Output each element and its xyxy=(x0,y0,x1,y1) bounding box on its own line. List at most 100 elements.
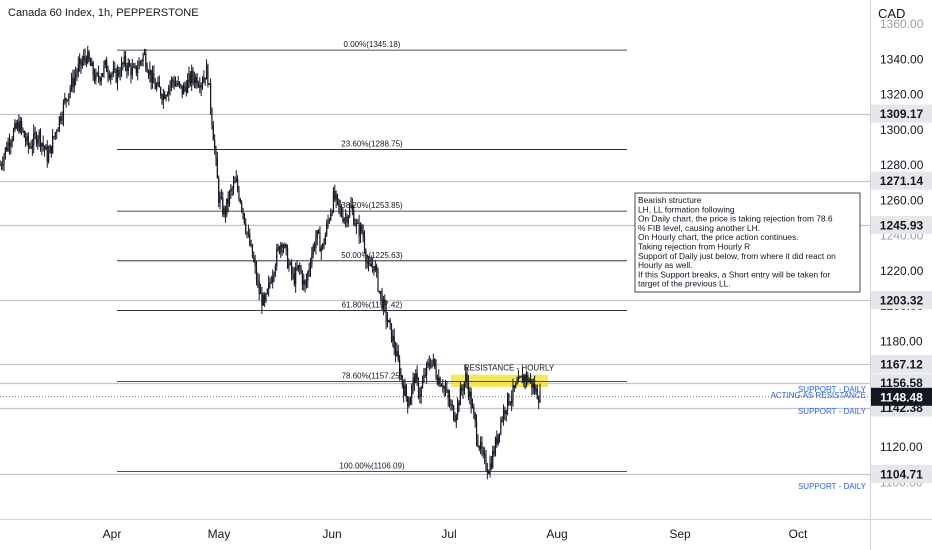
candle-body[interactable] xyxy=(65,98,67,100)
candle-body[interactable] xyxy=(339,206,341,209)
candle-body[interactable] xyxy=(174,84,177,86)
candle-body[interactable] xyxy=(60,116,62,121)
candle-body[interactable] xyxy=(280,244,282,253)
candle-body[interactable] xyxy=(424,374,426,376)
candle-body[interactable] xyxy=(54,132,56,137)
candle-body[interactable] xyxy=(505,410,507,414)
candle-body[interactable] xyxy=(482,451,484,454)
candle-body[interactable] xyxy=(251,244,254,258)
candle-body[interactable] xyxy=(478,446,480,449)
candle-body[interactable] xyxy=(30,146,32,149)
candle-body[interactable] xyxy=(164,93,166,99)
candle-body[interactable] xyxy=(281,244,283,248)
candle-body[interactable] xyxy=(458,401,460,406)
candle-body[interactable] xyxy=(469,391,471,397)
candle-body[interactable] xyxy=(512,385,514,399)
candle-body[interactable] xyxy=(166,94,168,96)
candle-body[interactable] xyxy=(297,265,299,270)
candle-body[interactable] xyxy=(69,88,71,94)
candle-body[interactable] xyxy=(516,382,518,384)
candle-body[interactable] xyxy=(296,268,298,270)
candle-body[interactable] xyxy=(385,305,387,321)
candle-body[interactable] xyxy=(438,377,440,385)
candle-body[interactable] xyxy=(369,263,371,265)
candle-body[interactable] xyxy=(189,73,191,84)
candle-body[interactable] xyxy=(35,134,38,144)
candle-body[interactable] xyxy=(324,234,326,245)
candle-body[interactable] xyxy=(266,289,268,294)
candle-body[interactable] xyxy=(435,366,437,378)
candle-body[interactable] xyxy=(83,56,85,62)
candle-body[interactable] xyxy=(513,385,515,388)
candle-body[interactable] xyxy=(365,250,367,262)
candle-body[interactable] xyxy=(534,383,536,392)
candle-body[interactable] xyxy=(138,61,140,69)
candle-body[interactable] xyxy=(413,377,416,383)
candle-body[interactable] xyxy=(536,388,538,400)
candle-body[interactable] xyxy=(480,442,482,449)
candle-body[interactable] xyxy=(525,374,528,382)
candle-body[interactable] xyxy=(70,77,73,89)
candle-body[interactable] xyxy=(53,136,55,138)
note-box[interactable] xyxy=(634,192,861,293)
candle-body[interactable] xyxy=(10,142,12,147)
candle-body[interactable] xyxy=(156,85,158,89)
candle-body[interactable] xyxy=(145,53,147,68)
candle-body[interactable] xyxy=(428,362,430,367)
candle-body[interactable] xyxy=(196,76,198,86)
candle-body[interactable] xyxy=(359,225,362,237)
candle-body[interactable] xyxy=(56,131,58,133)
candle-body[interactable] xyxy=(161,95,163,101)
candle-body[interactable] xyxy=(261,292,263,306)
candle-body[interactable] xyxy=(87,51,89,64)
candle-body[interactable] xyxy=(57,128,59,132)
candle-body[interactable] xyxy=(498,433,501,435)
candle-body[interactable] xyxy=(446,390,448,391)
candle-body[interactable] xyxy=(169,84,171,88)
candle-body[interactable] xyxy=(158,81,160,88)
candle-body[interactable] xyxy=(207,65,209,85)
y-axis[interactable]: 1100.001120.001140.001180.001200.001220.… xyxy=(880,17,924,489)
candle-body[interactable] xyxy=(463,382,465,391)
candle-body[interactable] xyxy=(184,85,186,88)
candle-body[interactable] xyxy=(330,213,332,220)
candle-body[interactable] xyxy=(401,375,403,385)
candle-body[interactable] xyxy=(496,438,498,445)
candle-body[interactable] xyxy=(187,79,189,93)
candle-body[interactable] xyxy=(85,58,87,64)
candle-body[interactable] xyxy=(210,83,212,110)
candle-body[interactable] xyxy=(309,264,312,269)
candle-body[interactable] xyxy=(103,64,105,74)
candle-body[interactable] xyxy=(273,273,275,277)
candle-body[interactable] xyxy=(270,282,272,284)
candle-body[interactable] xyxy=(408,405,410,407)
candle-body[interactable] xyxy=(84,56,86,59)
candle-body[interactable] xyxy=(421,381,424,388)
candle-body[interactable] xyxy=(538,399,540,403)
candle-body[interactable] xyxy=(0,165,2,166)
candle-body[interactable] xyxy=(307,272,309,281)
candle-body[interactable] xyxy=(349,207,351,217)
candle-body[interactable] xyxy=(447,390,449,399)
candle-body[interactable] xyxy=(457,401,459,416)
candle-body[interactable] xyxy=(343,218,345,222)
candle-body[interactable] xyxy=(357,223,359,224)
candle-body[interactable] xyxy=(274,266,276,274)
candle-body[interactable] xyxy=(477,439,479,447)
candle-body[interactable] xyxy=(292,273,294,275)
candle-body[interactable] xyxy=(254,261,256,267)
candle-body[interactable] xyxy=(126,66,128,72)
candle-body[interactable] xyxy=(442,386,444,389)
candle-body[interactable] xyxy=(223,208,225,215)
candle-body[interactable] xyxy=(218,178,220,203)
candle-body[interactable] xyxy=(68,93,70,101)
candle-body[interactable] xyxy=(46,146,48,162)
candle-body[interactable] xyxy=(528,380,530,383)
candle-body[interactable] xyxy=(6,147,8,151)
candle-body[interactable] xyxy=(162,93,164,101)
candle-body[interactable] xyxy=(389,320,391,324)
candle-body[interactable] xyxy=(373,266,375,271)
candle-body[interactable] xyxy=(411,385,413,399)
candle-body[interactable] xyxy=(501,419,503,421)
candle-body[interactable] xyxy=(110,74,112,79)
